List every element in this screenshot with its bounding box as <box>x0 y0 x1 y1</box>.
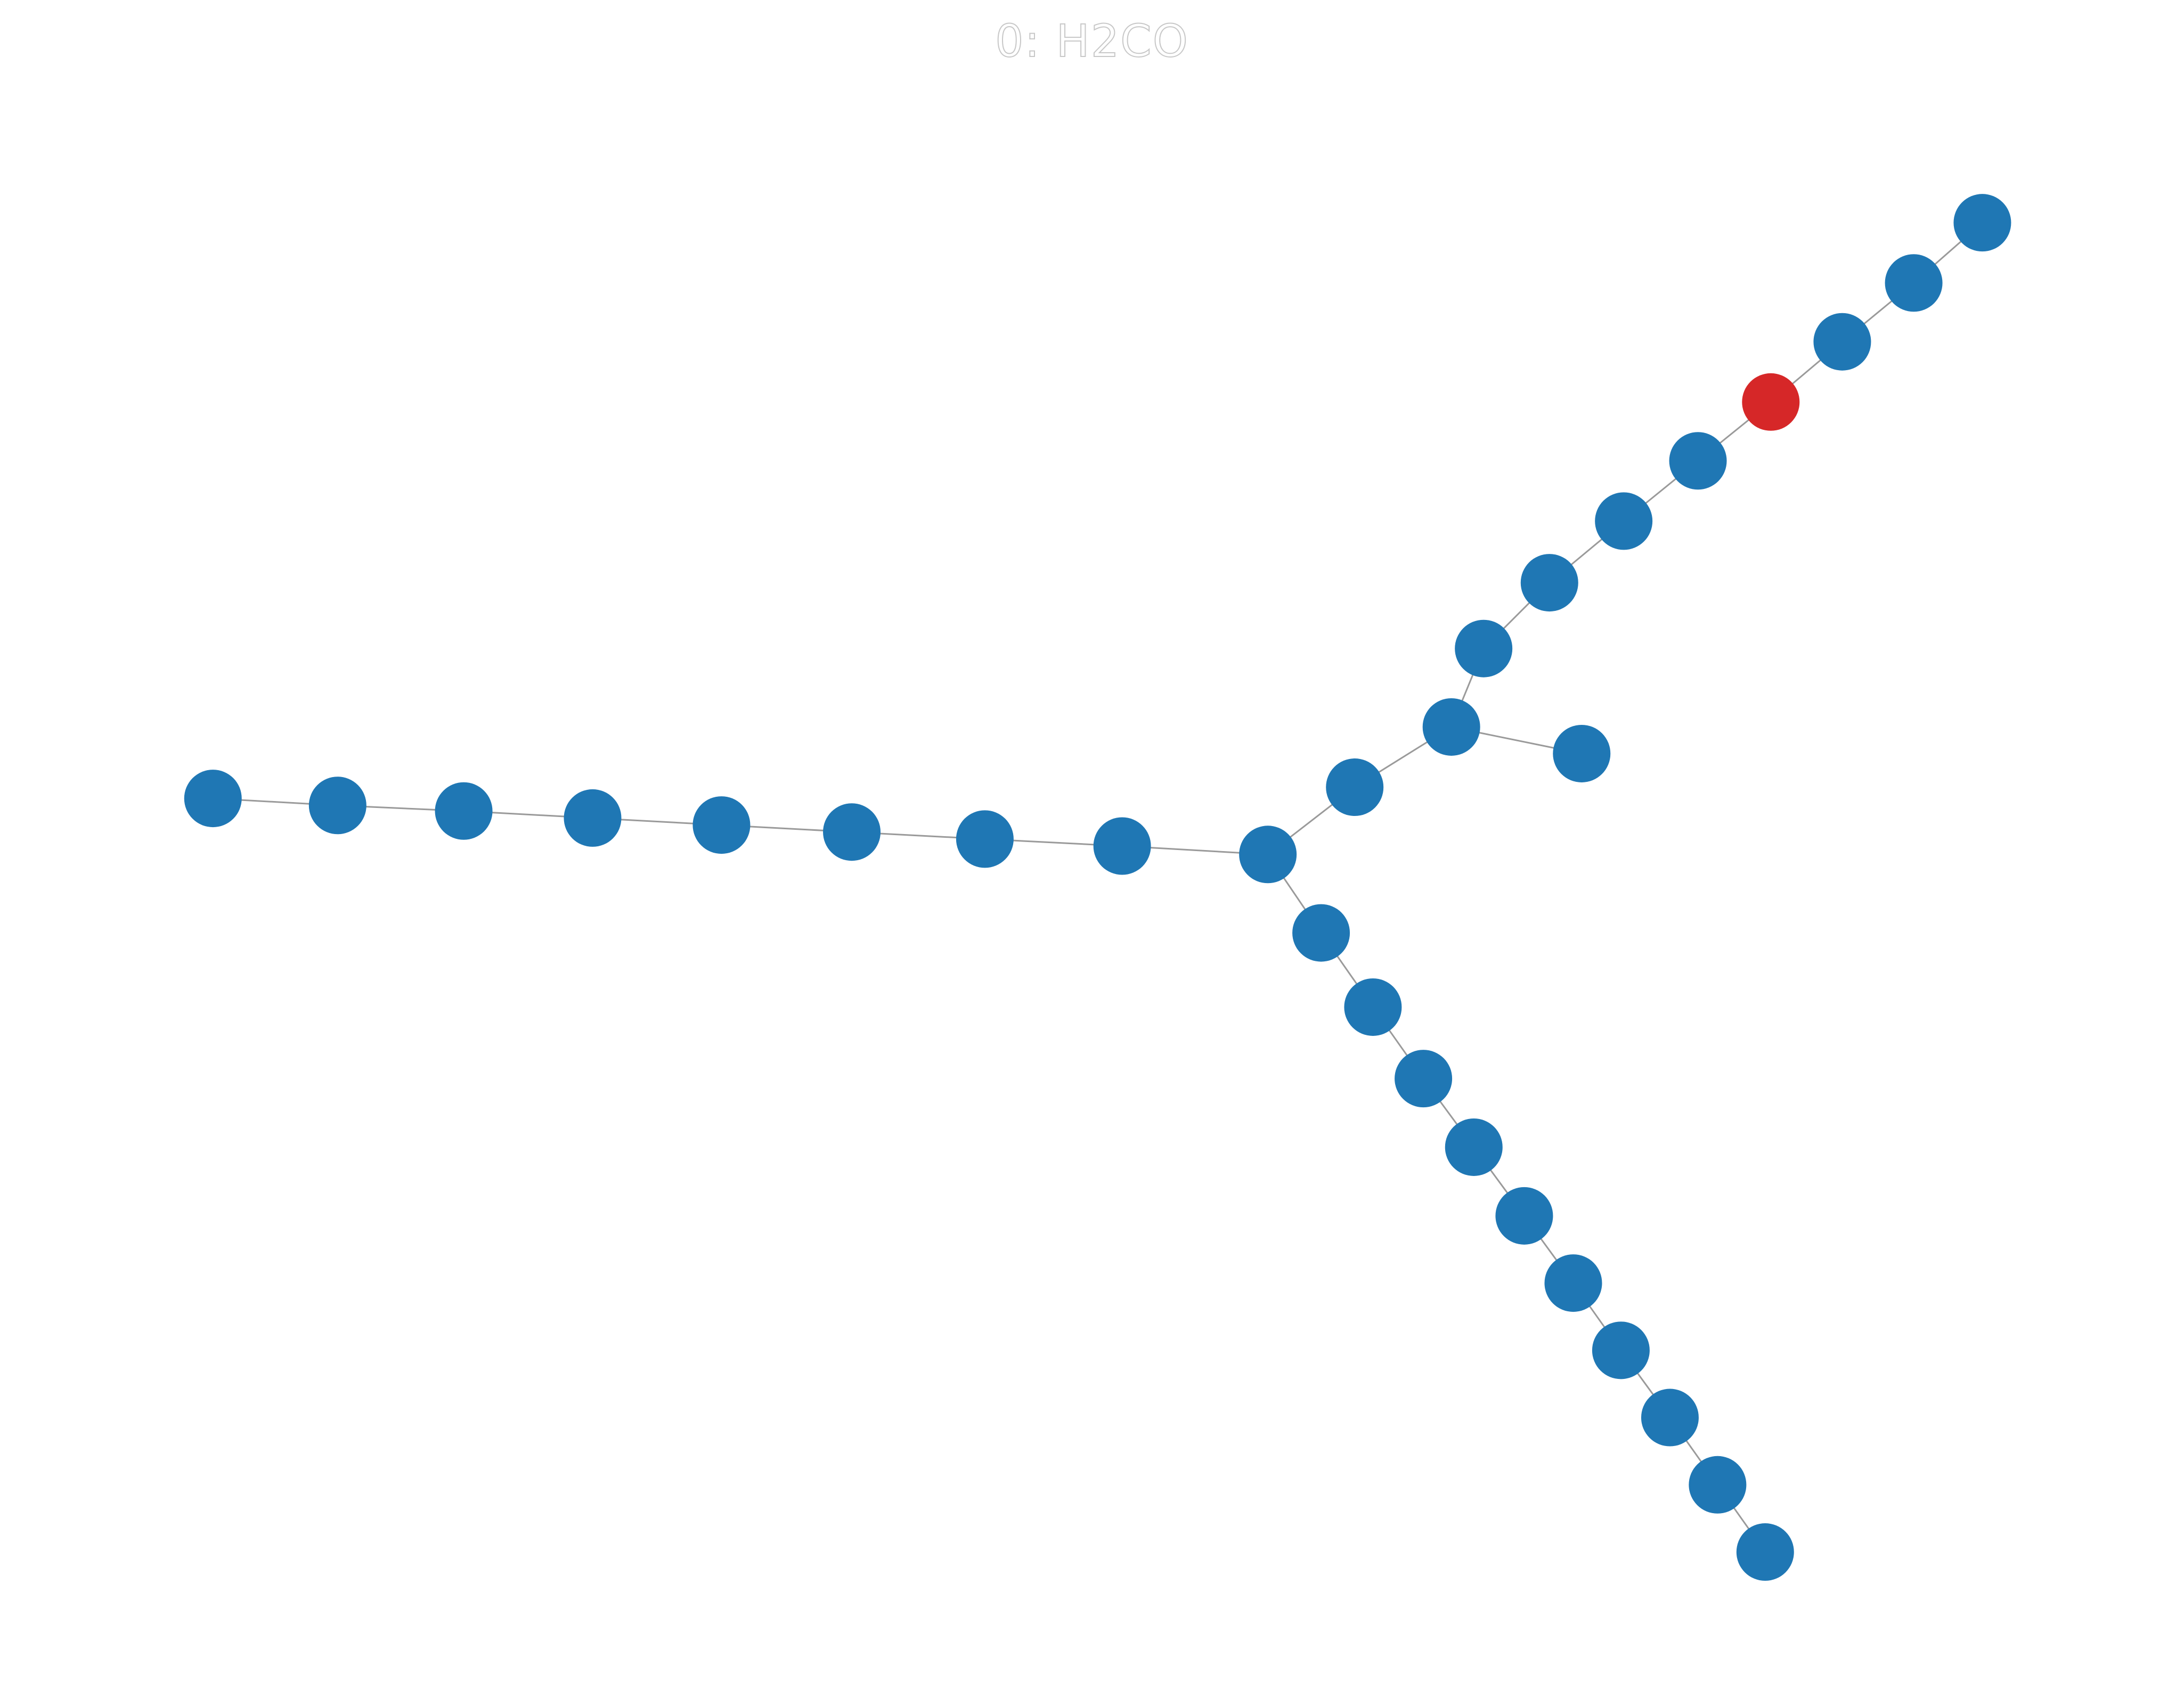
graph-node <box>1344 978 1402 1036</box>
graph-node <box>692 796 751 854</box>
graph-node <box>1689 1456 1747 1514</box>
graph-node <box>1885 254 1943 312</box>
graph-node <box>823 803 881 861</box>
graph-node <box>1445 1118 1503 1176</box>
graph-node <box>1736 1523 1794 1581</box>
graph-node <box>1595 492 1653 550</box>
graph-node <box>1422 698 1480 756</box>
graph-node <box>1813 313 1871 371</box>
node-layer <box>184 194 2011 1581</box>
graph-node <box>1239 826 1297 884</box>
graph-node <box>1395 1050 1453 1108</box>
graph-node <box>1326 758 1384 816</box>
graph-node <box>1544 1254 1602 1312</box>
graph-node <box>1553 724 1611 782</box>
graph-node <box>956 810 1014 868</box>
graph-node <box>1520 554 1578 612</box>
graph-node <box>1093 817 1151 875</box>
graph-node <box>1953 194 2011 252</box>
graph-node-highlighted <box>1742 373 1800 431</box>
graph-node <box>1669 432 1727 490</box>
graph-node <box>1292 904 1350 962</box>
graph-node <box>1641 1389 1699 1447</box>
graph-node <box>1592 1321 1650 1379</box>
graph-node <box>184 770 242 828</box>
graph-node <box>1495 1187 1553 1245</box>
graph-node <box>1455 619 1513 677</box>
graph-node <box>435 782 493 840</box>
graph-node <box>308 777 366 835</box>
graph-title: 0: H2CO <box>995 14 1189 68</box>
edge-layer <box>213 222 1983 1553</box>
graph-node <box>564 789 622 847</box>
